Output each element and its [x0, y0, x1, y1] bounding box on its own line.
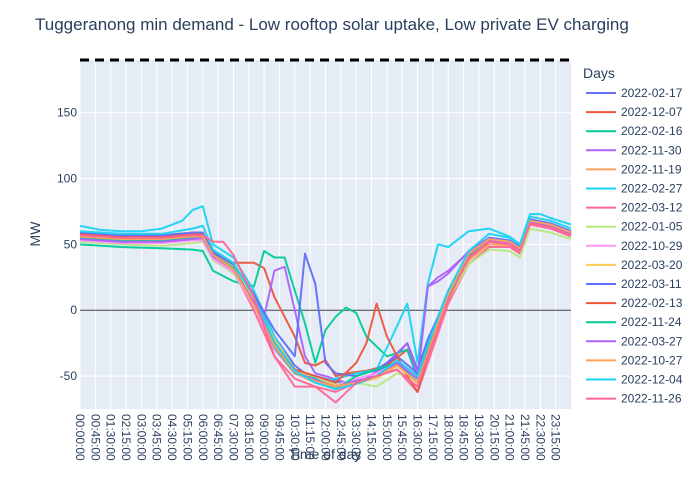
legend-item[interactable]: 2022-01-05 — [586, 220, 683, 234]
legend-item[interactable]: 2022-03-12 — [586, 201, 683, 215]
legend-label: 2022-03-27 — [621, 334, 683, 348]
series-line — [79, 222, 572, 404]
legend-label: 2022-02-17 — [621, 86, 683, 100]
legend-item[interactable]: 2022-03-11 — [586, 277, 682, 291]
legend-label: 2022-11-30 — [621, 143, 682, 157]
x-tick-label: 01:30:00 — [104, 414, 118, 461]
x-tick-label: 13:30:00 — [349, 414, 363, 461]
x-tick-label: 18:00:00 — [441, 414, 455, 461]
x-axis: 00:00:00 00:45:00 01:30:00 02:15:00 03:00:00… — [73, 414, 563, 461]
x-tick-label: 02:15:00 — [119, 414, 133, 461]
legend-item[interactable]: 2022-10-27 — [586, 353, 683, 367]
x-tick-label: 06:45:00 — [211, 414, 225, 461]
y-axis-label: MW — [27, 221, 43, 247]
series-line — [79, 205, 572, 384]
x-tick-label: 03:45:00 — [150, 414, 164, 461]
x-tick-label: 08:15:00 — [242, 414, 256, 461]
x-tick-label: 12:00:00 — [319, 414, 333, 461]
y-axis: -50 0 50 100 150 — [57, 106, 77, 383]
x-tick-label: 00:00:00 — [73, 414, 87, 461]
legend-label: 2022-12-07 — [621, 105, 683, 119]
legend-item[interactable]: 2022-02-13 — [586, 296, 683, 310]
x-tick-label: 21:00:00 — [503, 414, 517, 461]
legend-label: 2022-11-24 — [621, 315, 682, 329]
legend-label: 2022-11-19 — [621, 162, 682, 176]
y-tick-label: 150 — [57, 106, 77, 120]
x-tick-label: 10:30:00 — [288, 414, 302, 461]
legend-item[interactable]: 2022-02-27 — [586, 182, 683, 196]
x-tick-label: 06:00:00 — [196, 414, 210, 461]
legend-label: 2022-11-26 — [621, 392, 682, 406]
legend-label: 2022-12-04 — [621, 373, 683, 387]
x-tick-label: 07:30:00 — [226, 414, 240, 461]
legend-item[interactable]: 2022-11-26 — [586, 392, 682, 406]
x-tick-label: 19:30:00 — [472, 414, 486, 461]
legend-label: 2022-03-12 — [621, 201, 683, 215]
legend-label: 2022-01-05 — [621, 220, 683, 234]
x-tick-label: 17:15:00 — [426, 414, 440, 461]
x-tick-label: 22:30:00 — [533, 414, 547, 461]
series-line — [79, 218, 572, 378]
y-tick-label: -50 — [60, 369, 78, 383]
legend-label: 2022-02-27 — [621, 182, 683, 196]
legend-title: Days — [583, 65, 615, 81]
x-tick-label: 05:15:00 — [180, 414, 194, 461]
x-tick-label: 23:15:00 — [549, 414, 563, 461]
legend-label: 2022-02-16 — [621, 124, 683, 138]
x-tick-label: 20:15:00 — [487, 414, 501, 461]
legend-label: 2022-10-29 — [621, 239, 683, 253]
x-tick-label: 09:45:00 — [272, 414, 286, 461]
legend-label: 2022-03-11 — [621, 277, 682, 291]
x-tick-label: 15:00:00 — [380, 414, 394, 461]
reference-lines — [80, 58, 571, 311]
legend-item[interactable]: 2022-03-27 — [586, 334, 683, 348]
x-tick-label: 09:00:00 — [257, 414, 271, 461]
legend-item[interactable]: 2022-12-07 — [586, 105, 683, 119]
x-tick-label: 03:00:00 — [134, 414, 148, 461]
chart-title: Tuggeranong min demand - Low rooftop sol… — [35, 15, 629, 34]
y-tick-label: 100 — [57, 172, 77, 186]
legend-item[interactable]: 2022-02-16 — [586, 124, 683, 138]
legend-item[interactable]: 2022-10-29 — [586, 239, 683, 253]
legend-label: 2022-03-20 — [621, 258, 683, 272]
legend-item[interactable]: 2022-03-20 — [586, 258, 683, 272]
x-tick-label: 12:45:00 — [334, 414, 348, 461]
series-lines — [79, 205, 572, 404]
legend[interactable]: 2022-02-17 2022-12-07 2022-02-16 2022-11-30… — [586, 86, 683, 406]
x-tick-label: 18:45:00 — [457, 414, 471, 461]
legend-item[interactable]: 2022-11-19 — [586, 162, 682, 176]
x-tick-label: 21:45:00 — [518, 414, 532, 461]
y-tick-label: 50 — [64, 237, 78, 251]
x-tick-label: 00:45:00 — [88, 414, 102, 461]
legend-item[interactable]: 2022-11-24 — [586, 315, 682, 329]
legend-item[interactable]: 2022-11-30 — [586, 143, 682, 157]
x-tick-label: 16:30:00 — [411, 414, 425, 461]
legend-label: 2022-10-27 — [621, 353, 683, 367]
legend-item[interactable]: 2022-02-17 — [586, 86, 683, 100]
x-axis-label: Time of day — [289, 446, 362, 462]
x-tick-label: 11:15:00 — [303, 414, 317, 460]
legend-label: 2022-02-13 — [621, 296, 683, 310]
x-tick-label: 14:15:00 — [365, 414, 379, 461]
x-tick-label: 15:45:00 — [395, 414, 409, 461]
x-tick-label: 04:30:00 — [165, 414, 179, 461]
legend-item[interactable]: 2022-12-04 — [586, 373, 683, 387]
y-tick-label: 0 — [70, 303, 77, 317]
